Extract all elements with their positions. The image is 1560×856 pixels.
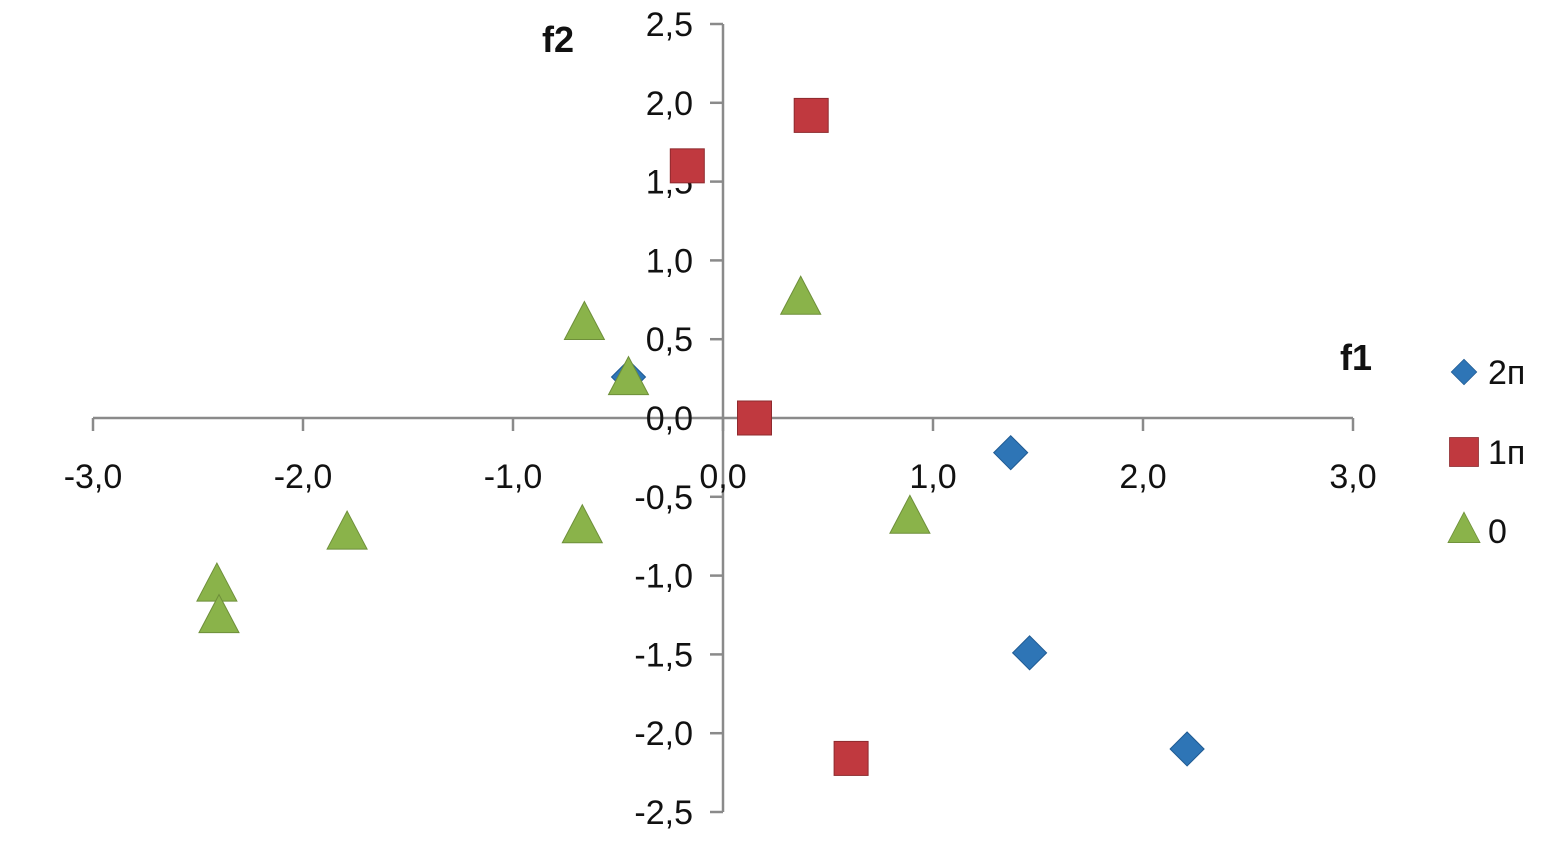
series-square [669, 97, 869, 776]
y-axis-ticks: -2,5-2,0-1,5-1,0-0,50,00,51,01,52,02,5 [634, 6, 723, 832]
data-points [196, 97, 1205, 776]
data-point-diamond [1169, 731, 1205, 767]
data-point-triangle [889, 494, 931, 534]
legend-marker-diamond [1450, 358, 1478, 386]
legend-item: 0 [1447, 511, 1507, 551]
data-point-triangle [563, 300, 606, 340]
data-point-triangle [326, 509, 368, 550]
y-tick-label: -1,0 [634, 558, 693, 596]
x-tick-label: -3,0 [64, 458, 123, 496]
legend-item: 2п [1450, 354, 1525, 392]
x-axis-ticks: -3,0 -2,0 -1,0 0,0 1,0 2,0 3,0 [64, 418, 1377, 496]
x-tick-label: -2,0 [274, 458, 333, 496]
y-tick-label: -2,0 [634, 715, 693, 753]
data-point-triangle [561, 503, 604, 544]
series-triangle [196, 275, 931, 634]
legend-label: 0 [1488, 513, 1507, 551]
series-diamond [610, 359, 1205, 767]
x-tick-label: -1,0 [484, 458, 543, 496]
legend-label: 1п [1488, 434, 1525, 472]
data-point-square [793, 97, 829, 133]
data-point-triangle [779, 275, 822, 315]
y-tick-label: 0,0 [646, 400, 693, 438]
axes-layer: -3,0 -2,0 -1,0 0,0 1,0 2,0 3,0 -2,5 -2,0 -1,5 -1,… [64, 6, 1377, 832]
legend-item: 1п [1449, 434, 1525, 472]
data-point-triangle [198, 593, 240, 634]
y-tick-label: 2,5 [646, 6, 693, 44]
y-tick-label: 1,0 [646, 242, 693, 280]
y-tick-label: 0,5 [646, 321, 693, 359]
x-tick-label: 3,0 [1329, 458, 1376, 496]
data-point-square [737, 400, 772, 436]
x-axis-title: f1 [1340, 337, 1372, 378]
x-tick-label: 0,0 [699, 458, 746, 496]
y-tick-label: -2,5 [634, 794, 693, 832]
data-point-square [669, 148, 705, 184]
y-tick-label: 2,0 [646, 85, 693, 123]
legend-marker-triangle [1447, 511, 1481, 543]
legend: 2п 1п 0 [1447, 354, 1525, 551]
y-tick-label: -0,5 [634, 479, 693, 517]
legend-label: 2п [1488, 354, 1525, 392]
data-point-triangle [196, 561, 238, 602]
x-tick-label: 2,0 [1119, 458, 1166, 496]
x-tick-label: 1,0 [909, 458, 956, 496]
legend-marker-square [1449, 437, 1479, 467]
y-axis-title: f2 [542, 19, 574, 60]
data-point-square [833, 740, 869, 776]
data-point-diamond [992, 434, 1029, 471]
data-point-diamond [1011, 635, 1048, 671]
y-tick-label: -1,5 [634, 636, 693, 674]
data-point-triangle [607, 355, 650, 396]
